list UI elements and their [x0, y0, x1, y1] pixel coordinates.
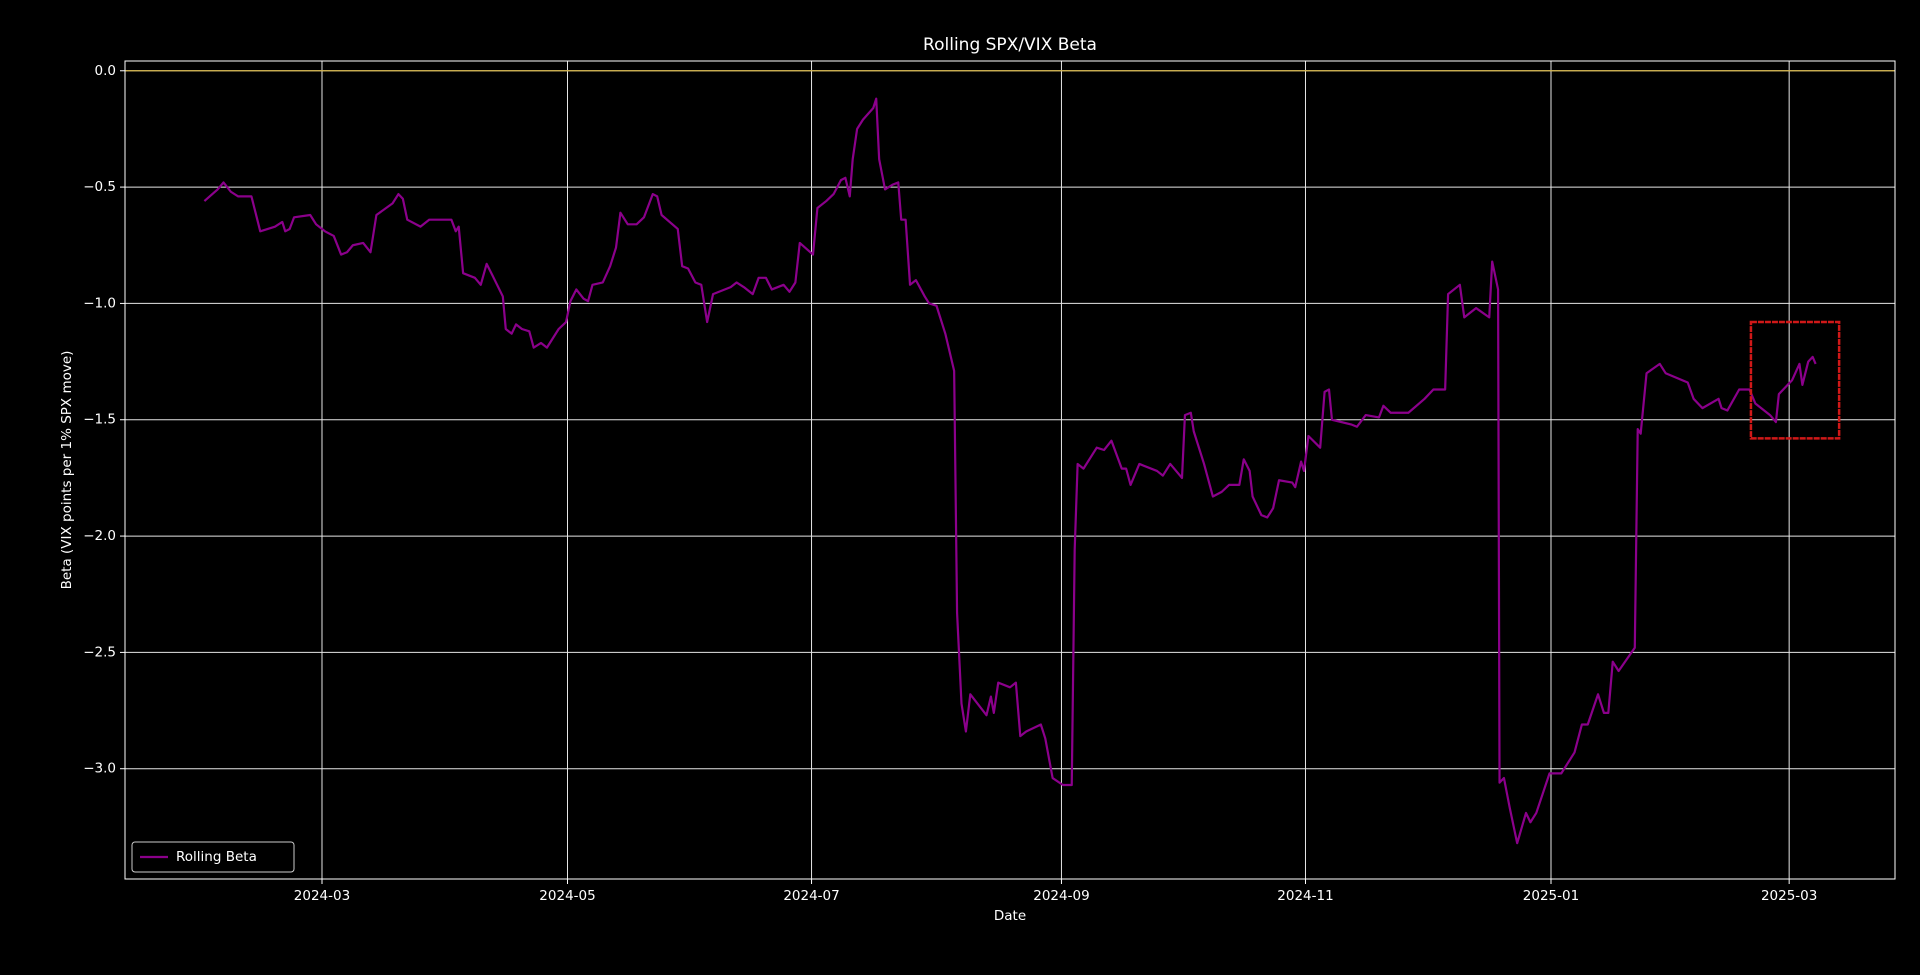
y-tick-label: −1.0: [83, 295, 116, 311]
x-tick-label: 2025-01: [1523, 888, 1579, 904]
y-tick-label: −3.0: [83, 761, 116, 777]
y-tick-label: −0.5: [83, 179, 116, 195]
data-line: [203, 97, 1817, 845]
x-tick-label: 2024-09: [1033, 888, 1089, 904]
y-axis-label: Beta (VIX points per 1% SPX move): [59, 351, 75, 590]
plot-frame: [124, 60, 1896, 880]
x-tick-label: 2024-03: [294, 888, 350, 904]
legend: Rolling Beta: [131, 841, 295, 873]
x-tick-label: 2024-11: [1277, 888, 1333, 904]
chart-title: Rolling SPX/VIX Beta: [923, 35, 1097, 55]
highlight-box: [1749, 320, 1841, 440]
y-tick-label: −1.5: [83, 412, 116, 428]
y-tick-label: −2.5: [83, 644, 116, 660]
legend-label: Rolling Beta: [176, 849, 257, 865]
y-tick-label: 0.0: [95, 63, 116, 79]
x-tick-label: 2024-07: [783, 888, 839, 904]
y-tick-label: −2.0: [83, 528, 116, 544]
x-tick-label: 2024-05: [539, 888, 595, 904]
legend-box: [131, 841, 295, 873]
x-tick-label: 2025-03: [1761, 888, 1817, 904]
x-axis-label: Date: [994, 908, 1026, 924]
